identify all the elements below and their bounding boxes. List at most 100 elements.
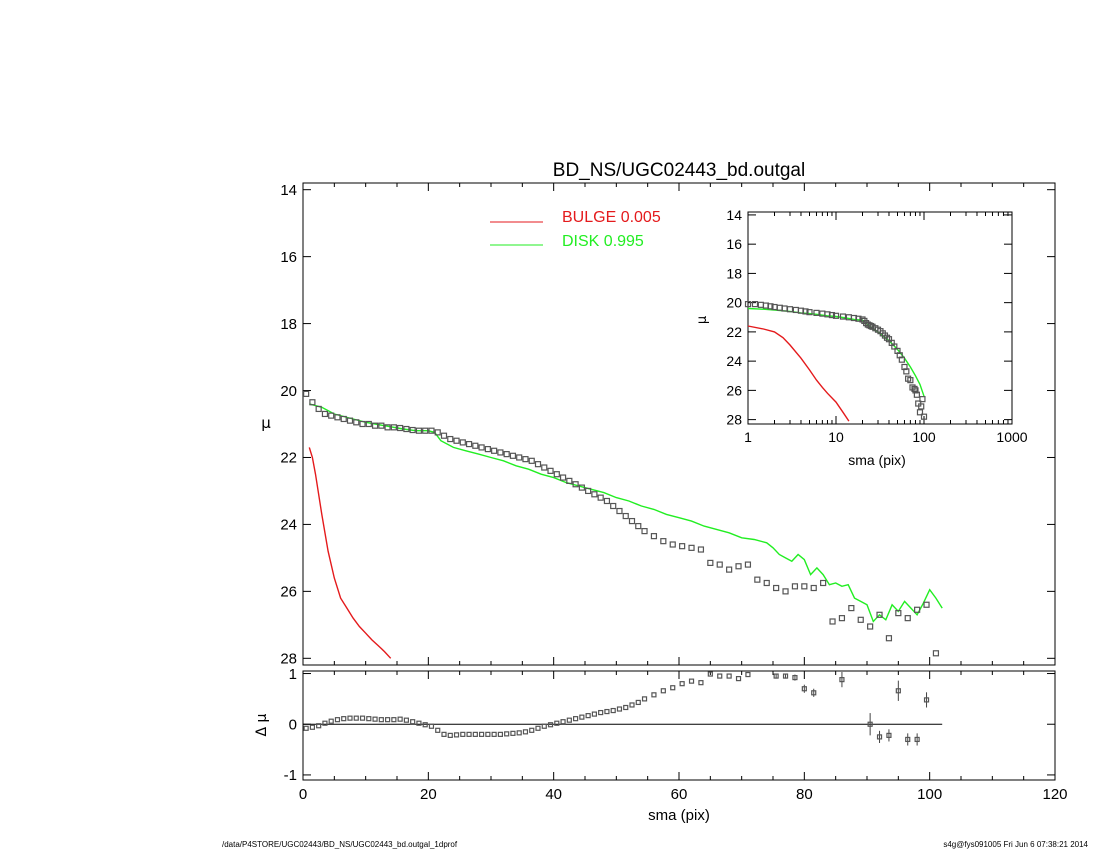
main-series-data-point: [478, 444, 485, 451]
inset-series-data-point: [912, 387, 919, 394]
residual-series-data-point: [372, 716, 378, 722]
main-series-data-point: [763, 579, 770, 587]
main-series-data-point: [340, 415, 347, 423]
residual-series-data-point: [303, 725, 309, 731]
main-series-data-point: [810, 584, 817, 592]
main-series-data-point: [838, 615, 846, 622]
main-series-data-point: [597, 494, 604, 501]
inset-ticks-xtick-label: 10: [828, 429, 844, 445]
main-series-data-point: [603, 497, 611, 505]
residual-series-data-point: [547, 722, 554, 728]
main-ticks-ytick-label: 22: [280, 450, 297, 467]
main-series-bulge-line: [308, 447, 392, 659]
main-series-data-point: [434, 429, 441, 436]
residual-series-data-point: [341, 716, 347, 722]
main-series-data-point: [428, 427, 435, 434]
main-series-data-point: [315, 405, 322, 413]
inset-series-data-point: [786, 306, 794, 313]
main-series-data-point: [848, 604, 855, 612]
main-series-data-point: [346, 417, 354, 424]
main-series-data-point: [801, 583, 808, 590]
legend-bulge-label: BULGE 0.005: [562, 209, 661, 226]
residual-series-data-point: [466, 731, 472, 737]
residual-series-data-point: [905, 736, 911, 743]
inset-plot-frame: [747, 211, 1013, 425]
residual-series-data-point: [416, 720, 422, 726]
main-series-data-point: [660, 538, 667, 545]
inset-series-data-point: [828, 311, 836, 319]
main-series-data-point: [384, 424, 391, 431]
inset-ticks: 14 16 18 20 22 24 26 281 10 100 1000: [726, 207, 1027, 445]
inset-series-data-point: [913, 391, 920, 398]
main-series-data-point: [716, 561, 723, 568]
inset-series-data-point: [806, 309, 813, 316]
inset-series-data-point: [891, 343, 898, 350]
main-series-data-point: [578, 484, 585, 491]
inset-series-data-point: [907, 377, 914, 384]
residual-ticks-ytick-label: 1: [289, 666, 297, 683]
main-series-data-point: [895, 610, 902, 617]
main-series-data-point: [820, 579, 827, 587]
inset-x-axis-label: sma (pix): [848, 452, 906, 468]
main-series-data-point: [378, 422, 385, 429]
residual-series-data-point: [385, 717, 391, 723]
main-series-data-point: [669, 541, 676, 548]
residual-ticks-xtick-label: 60: [671, 786, 688, 803]
residual-series-data-point: [735, 676, 742, 682]
main-series-data-point: [415, 427, 423, 434]
inset-ticks-ytick-label: 16: [726, 236, 742, 252]
main-series-data-point: [572, 481, 579, 488]
residual-series-data-point: [397, 716, 403, 722]
inset-series-data-point: [903, 368, 910, 375]
residual-series-data-point: [453, 732, 460, 738]
main-series-data-point: [566, 477, 573, 485]
main-series-data-point: [867, 623, 874, 630]
residual-series-data-point: [598, 709, 604, 716]
main-series-data-point: [876, 611, 883, 618]
residual-ticks-xtick-label: 20: [420, 786, 437, 803]
residual-series-data-point: [435, 727, 441, 733]
residual-series-data-point: [359, 715, 366, 721]
main-series-data-point: [321, 410, 329, 418]
inset-series-data-point: [859, 316, 866, 323]
residual-y-axis-label: Δ μ: [254, 713, 270, 736]
residual-series-data-point: [651, 692, 657, 698]
inset-ticks-ytick-label: 14: [726, 207, 742, 223]
inset-series-data-point: [832, 312, 840, 319]
residual-series-data-point: [579, 714, 585, 720]
main-series-data-point: [697, 546, 705, 553]
residual-series-data-point: [679, 681, 685, 687]
main-series-data-point: [303, 390, 310, 397]
inset-series-data-point: [911, 385, 918, 393]
main-series-data-point: [465, 440, 473, 448]
main-series-data-point: [440, 432, 448, 439]
main-series-data-point: [679, 543, 686, 550]
main-series-data-point: [422, 427, 429, 434]
main-series-data-point: [559, 474, 567, 481]
legend-disk-label: DISK 0.995: [562, 233, 644, 250]
inset-series-data-point: [855, 315, 862, 322]
main-series-data-point: [754, 576, 761, 583]
residual-series-data-point: [491, 731, 497, 737]
main-series-data-point: [403, 425, 410, 433]
main-series-data-point: [534, 461, 542, 468]
main-series-data-point: [622, 512, 629, 520]
residual-ticks-ytick-label: -1: [284, 767, 297, 784]
residual-series-data-point: [378, 717, 384, 723]
residual-series-data-point: [316, 723, 322, 729]
residual-series-data-point: [914, 736, 920, 743]
residual-series-data-point: [353, 715, 359, 721]
main-series-data-point: [472, 442, 479, 449]
residual-series-data-point: [923, 697, 930, 703]
residual-series-data-point: [504, 731, 510, 737]
residual-series-data-point: [529, 727, 535, 733]
residual-series-data-point: [391, 717, 397, 723]
main-series-data-point: [409, 426, 416, 434]
main-series-data-point: [591, 491, 598, 498]
main-series-data-point: [932, 650, 940, 657]
inset-series-data-point: [920, 413, 928, 420]
residual-series-data-point: [839, 677, 845, 683]
main-series-data-point: [359, 420, 366, 428]
legend: BULGE 0.005 DISK 0.995: [490, 209, 661, 250]
